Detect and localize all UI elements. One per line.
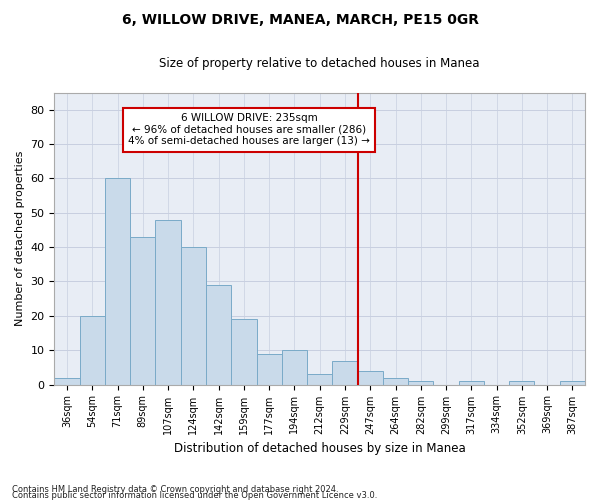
Title: Size of property relative to detached houses in Manea: Size of property relative to detached ho… xyxy=(160,58,480,70)
Bar xyxy=(155,220,181,384)
Bar xyxy=(458,381,484,384)
Bar xyxy=(181,247,206,384)
Text: 6, WILLOW DRIVE, MANEA, MARCH, PE15 0GR: 6, WILLOW DRIVE, MANEA, MARCH, PE15 0GR xyxy=(121,12,479,26)
X-axis label: Distribution of detached houses by size in Manea: Distribution of detached houses by size … xyxy=(174,442,466,455)
Bar xyxy=(332,360,358,384)
Bar xyxy=(307,374,332,384)
Text: Contains HM Land Registry data © Crown copyright and database right 2024.: Contains HM Land Registry data © Crown c… xyxy=(12,484,338,494)
Bar xyxy=(105,178,130,384)
Text: Contains public sector information licensed under the Open Government Licence v3: Contains public sector information licen… xyxy=(12,490,377,500)
Bar xyxy=(560,381,585,384)
Bar xyxy=(383,378,408,384)
Y-axis label: Number of detached properties: Number of detached properties xyxy=(15,151,25,326)
Bar xyxy=(231,320,257,384)
Bar xyxy=(282,350,307,384)
Bar xyxy=(408,381,433,384)
Bar xyxy=(55,378,80,384)
Bar xyxy=(206,285,231,384)
Text: 6 WILLOW DRIVE: 235sqm
← 96% of detached houses are smaller (286)
4% of semi-det: 6 WILLOW DRIVE: 235sqm ← 96% of detached… xyxy=(128,113,370,146)
Bar xyxy=(257,354,282,384)
Bar xyxy=(509,381,535,384)
Bar xyxy=(130,237,155,384)
Bar xyxy=(358,371,383,384)
Bar xyxy=(80,316,105,384)
